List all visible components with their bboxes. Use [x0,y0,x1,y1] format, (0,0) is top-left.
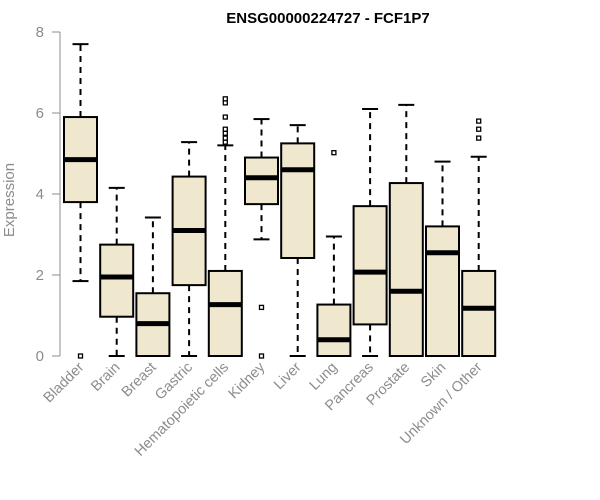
box-iqr [425,225,460,357]
box-iqr [388,182,424,357]
outlier-point [222,126,228,132]
box-gastric [171,141,207,357]
chart-title: ENSG00000224727 - FCF1P7 [226,10,429,27]
box-hematopoietic-cells [207,96,243,358]
outlier-point [476,118,482,124]
box-unknown-other [461,118,497,358]
x-tick-label: Skin [418,360,449,391]
box-iqr [316,303,352,358]
outlier-point [222,135,228,141]
y-axis-label: Expression [1,163,18,237]
outlier-point [476,126,482,132]
box-iqr [244,156,279,206]
y-tick-label: 8 [36,24,44,41]
box-kidney [244,118,279,359]
y-tick-label: 6 [36,105,44,122]
outlier-point [222,96,228,102]
outlier-point [476,135,482,141]
y-tick-label: 0 [36,348,44,365]
box-iqr [352,205,388,326]
outlier-point [258,353,265,359]
y-tick-label: 4 [36,186,44,203]
box-breast [135,216,171,358]
outlier-point [222,139,228,145]
outlier-point [258,304,265,311]
box-pancreas [352,107,388,357]
y-axis: 0 2 4 6 8 [36,24,61,365]
box-brain [99,186,135,357]
box-iqr [280,142,316,259]
box-liver [280,124,316,357]
outlier-point [222,100,228,106]
x-tick-label: Kidney [226,359,269,402]
box-skin [425,160,460,357]
box-iqr [99,243,135,318]
outlier-point [77,353,84,359]
box-iqr [207,269,243,358]
outlier-point [222,130,228,136]
y-tick-label: 2 [36,267,44,284]
box-bladder [63,43,98,359]
outlier-point [331,150,337,156]
box-iqr [461,269,497,358]
box-prostate [388,103,424,357]
box-lung [316,150,352,358]
x-tick-label: Liver [271,359,305,393]
x-tick-label: Bladder [41,359,88,406]
plot-area [63,43,497,359]
outlier-point [222,114,228,120]
